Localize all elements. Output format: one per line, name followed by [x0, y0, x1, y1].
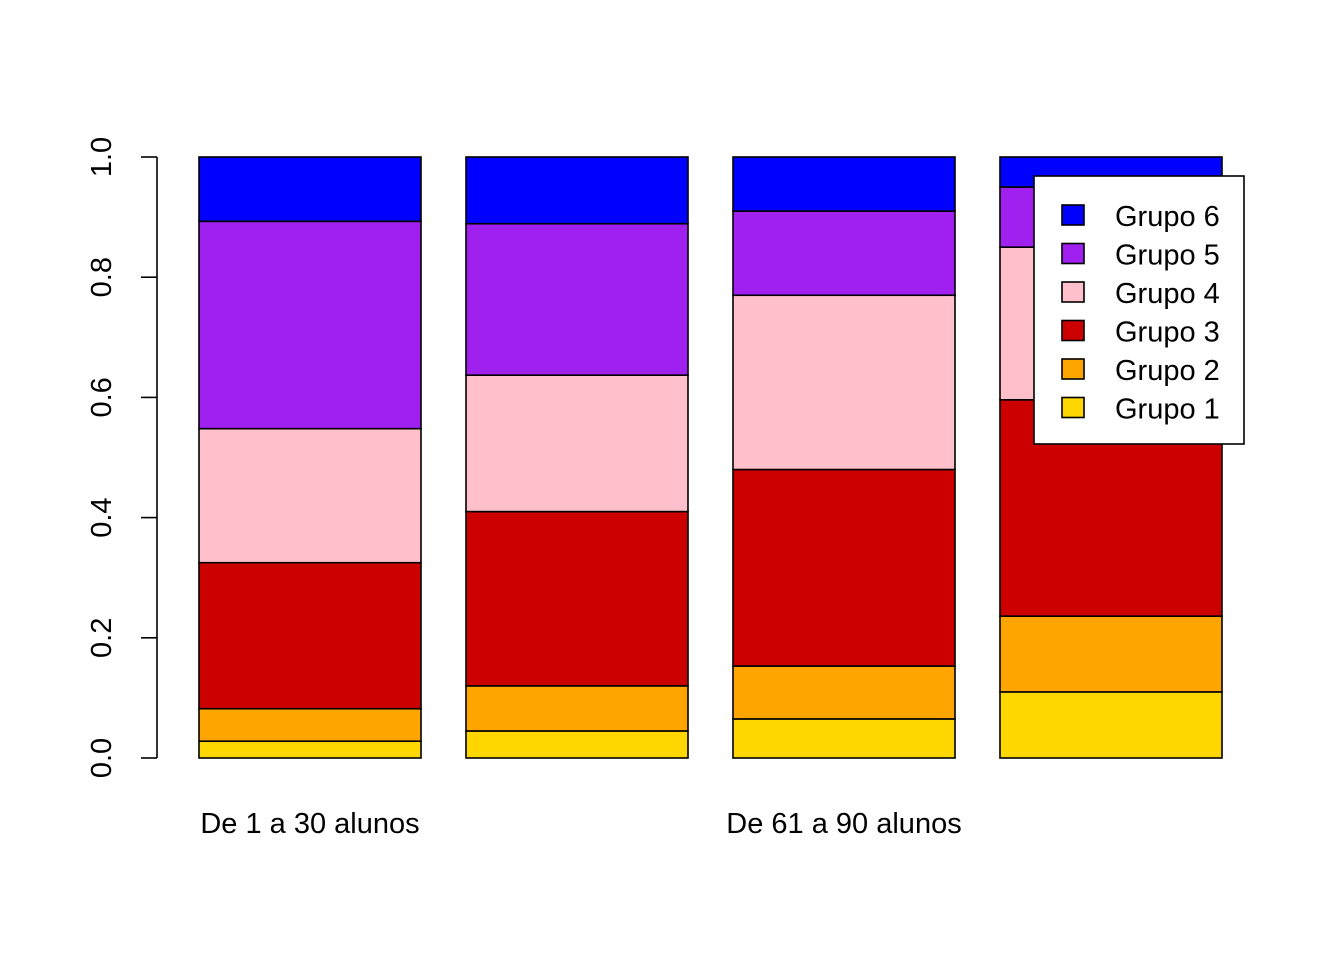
y-tick-label: 0.8 [86, 257, 118, 297]
legend-label-grupo-3: Grupo 3 [1115, 317, 1220, 349]
bar-segment-grupo-4-bar-3 [732, 294, 956, 471]
bar-segment-grupo-2-bar-3 [732, 665, 956, 720]
bar-segment-grupo-2-bar-1 [198, 707, 422, 742]
legend-swatch-grupo-2 [1061, 358, 1085, 380]
bar-segment-grupo-6-bar-3 [732, 156, 956, 212]
bar-stack-3 [732, 156, 956, 759]
bar-segment-grupo-1-bar-4 [999, 691, 1223, 759]
legend-label-grupo-1: Grupo 1 [1115, 394, 1220, 426]
legend-label-grupo-4: Grupo 4 [1115, 278, 1220, 310]
bar-segment-grupo-3-bar-2 [465, 510, 689, 687]
bar-segment-grupo-6-bar-1 [198, 156, 422, 223]
bar-segment-grupo-4-bar-1 [198, 427, 422, 564]
y-tick-label: 0.0 [86, 738, 118, 778]
bar-stack-2 [465, 156, 689, 759]
y-tick-label: 1.0 [86, 137, 118, 177]
legend-swatch-grupo-1 [1061, 396, 1085, 419]
bar-segment-grupo-5-bar-2 [465, 222, 689, 376]
x-axis-labels: De 1 a 30 alunos De 61 a 90 alunos [200, 808, 961, 840]
y-tick-label: 0.2 [86, 618, 118, 658]
legend-swatch-grupo-4 [1061, 281, 1085, 303]
bar-segment-grupo-5-bar-3 [732, 210, 956, 297]
bar-segment-grupo-6-bar-2 [465, 156, 689, 225]
y-axis: 0.0 0.2 0.4 0.6 0.8 1.0 [86, 137, 158, 778]
bar-segment-grupo-1-bar-2 [465, 730, 689, 759]
bar-segment-grupo-4-bar-2 [465, 374, 689, 513]
legend-swatch-grupo-5 [1061, 242, 1085, 265]
legend-label-grupo-6: Grupo 6 [1115, 201, 1220, 233]
bar-segment-grupo-2-bar-4 [999, 615, 1223, 693]
bar-segment-grupo-1-bar-1 [198, 740, 422, 759]
x-tick-label-1: De 1 a 30 alunos [200, 808, 419, 840]
bar-segment-grupo-5-bar-1 [198, 220, 422, 430]
legend-swatch-grupo-6 [1061, 204, 1085, 226]
bar-segment-grupo-3-bar-1 [198, 561, 422, 710]
bar-segment-grupo-2-bar-2 [465, 685, 689, 732]
legend-swatch-grupo-3 [1061, 319, 1085, 342]
bar-stack-1 [198, 156, 422, 759]
x-tick-label-3: De 61 a 90 alunos [726, 808, 961, 840]
y-tick-label: 0.4 [86, 497, 118, 537]
legend: Grupo 6 Grupo 5 Grupo 4 Grupo 3 Grupo 2 Grupo… [1033, 175, 1245, 445]
bar-segment-grupo-3-bar-3 [732, 468, 956, 667]
legend-label-grupo-5: Grupo 5 [1115, 240, 1220, 272]
legend-label-grupo-2: Grupo 2 [1115, 355, 1220, 387]
y-tick-label: 0.6 [86, 377, 118, 417]
bar-segment-grupo-1-bar-3 [732, 718, 956, 759]
